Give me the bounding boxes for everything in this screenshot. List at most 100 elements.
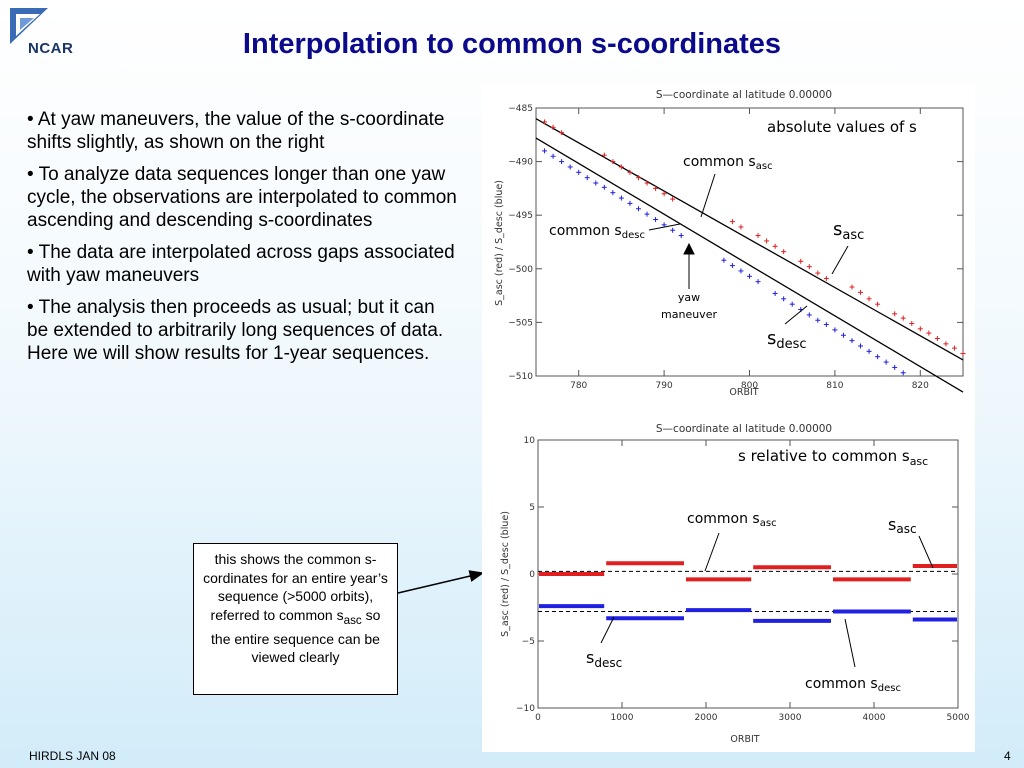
data-point — [542, 148, 548, 154]
data-point — [815, 270, 821, 276]
data-point — [610, 159, 616, 165]
data-point — [815, 317, 821, 323]
logo-text: NCAR — [28, 40, 74, 57]
data-point — [832, 327, 838, 333]
data-point — [823, 275, 829, 281]
data-point — [738, 268, 744, 274]
data-point — [789, 301, 795, 307]
data-point — [840, 332, 846, 338]
data-point — [892, 311, 898, 317]
data-point — [772, 290, 778, 296]
x-tick-label: 3000 — [779, 713, 802, 723]
y-tick-label: 5 — [529, 503, 535, 513]
bullet-list: • At yaw maneuvers, the value of the s-c… — [27, 108, 457, 374]
y-tick-label: −505 — [508, 318, 533, 328]
data-point — [943, 341, 949, 347]
x-tick-label: 2000 — [695, 713, 718, 723]
data-point — [909, 320, 915, 326]
data-point — [798, 258, 804, 264]
data-point — [601, 184, 607, 190]
x-tick-label: 1000 — [611, 713, 634, 723]
data-point — [781, 249, 787, 255]
bullet-item: • To analyze data sequences longer than … — [27, 164, 457, 231]
data-point — [661, 222, 667, 228]
axes: 780 790 800 810 820 −485 −490 −495 −500 −505 −510 — [508, 104, 964, 391]
x-tick-label: 5000 — [947, 713, 970, 723]
x-tick-label: 0 — [535, 713, 541, 723]
y-tick-label: −5 — [522, 637, 535, 647]
data-segments — [539, 561, 957, 623]
data-point — [772, 243, 778, 249]
data-point — [849, 338, 855, 344]
data-point — [584, 175, 590, 181]
plot-panel — [482, 84, 975, 752]
annotation-common-asc: common sasc — [687, 511, 777, 529]
data-point — [635, 175, 641, 181]
bullet-item: • The data are interpolated across gaps … — [27, 242, 455, 286]
data-point — [960, 350, 966, 356]
data-point — [653, 216, 659, 222]
data-point — [635, 206, 641, 212]
data-point — [951, 345, 957, 351]
data-point — [917, 326, 923, 332]
data-point — [559, 159, 565, 165]
page-number: 4 — [1004, 749, 1011, 763]
data-point — [593, 180, 599, 186]
ncar-logo — [10, 8, 48, 44]
annotation-yaw: yaw — [678, 291, 700, 304]
chart-absolute-s: S—coordinate al latitude 0.00000 S_asc (… — [494, 89, 966, 398]
annotation-pointers — [600, 532, 934, 668]
x-tick-label: 4000 — [863, 713, 886, 723]
axes: 0 1000 2000 3000 4000 5000 10 5 0 −5 −10 — [516, 436, 970, 723]
data-point — [883, 359, 889, 365]
chart-title: S—coordinate al latitude 0.00000 — [656, 423, 832, 435]
common-line — [535, 137, 964, 393]
data-point — [823, 322, 829, 328]
data-point — [627, 200, 633, 206]
data-point — [858, 343, 864, 349]
data-point — [764, 238, 770, 244]
callout-text-before: this shows the common s-cordinates for a… — [203, 551, 388, 623]
x-axis-label: ORBIT — [729, 387, 758, 398]
annotation-s-asc: sasc — [888, 515, 917, 536]
data-point — [849, 284, 855, 290]
data-point — [644, 180, 650, 186]
bullet-item: • At yaw maneuvers, the value of the s-c… — [27, 109, 445, 153]
common-line — [535, 118, 964, 361]
data-point — [875, 354, 881, 360]
data-point — [892, 364, 898, 370]
callout-box: this shows the common s-cordinates for a… — [193, 543, 398, 695]
plot-frame — [535, 107, 964, 377]
data-point — [670, 196, 676, 202]
bullet-item: • The analysis then proceeds as usual; b… — [27, 297, 444, 364]
common-lines — [535, 118, 964, 393]
y-axis-label: S_asc (red) / S_desc (blue) — [500, 511, 511, 637]
x-tick-label: 800 — [741, 381, 758, 391]
y-tick-label: −490 — [508, 158, 533, 168]
annotation-header: s relative to common sasc — [738, 447, 928, 468]
annotation-common-desc: common sdesc — [549, 223, 645, 241]
data-point — [678, 233, 684, 239]
data-points — [542, 119, 966, 376]
y-tick-label: −495 — [508, 211, 533, 221]
chart-title: S—coordinate al latitude 0.00000 — [656, 89, 832, 101]
y-tick-label: −500 — [508, 265, 533, 275]
data-point — [644, 211, 650, 217]
x-tick-label: 820 — [912, 381, 929, 391]
data-point — [721, 257, 727, 263]
x-tick-label: 790 — [656, 381, 673, 391]
x-axis-label: ORBIT — [730, 734, 759, 745]
y-axis-label: S_asc (red) / S_desc (blue) — [494, 180, 505, 306]
annotation-maneuver: maneuver — [661, 308, 717, 321]
data-point — [559, 130, 565, 136]
data-point — [729, 219, 735, 225]
data-point — [670, 227, 676, 233]
data-point — [866, 296, 872, 302]
data-point — [858, 289, 864, 295]
data-point — [567, 164, 573, 170]
annotation-common-asc: common sasc — [683, 154, 773, 172]
y-tick-label: −485 — [508, 104, 533, 114]
annotation-header: absolute values of s — [767, 118, 917, 136]
data-point — [926, 330, 932, 336]
